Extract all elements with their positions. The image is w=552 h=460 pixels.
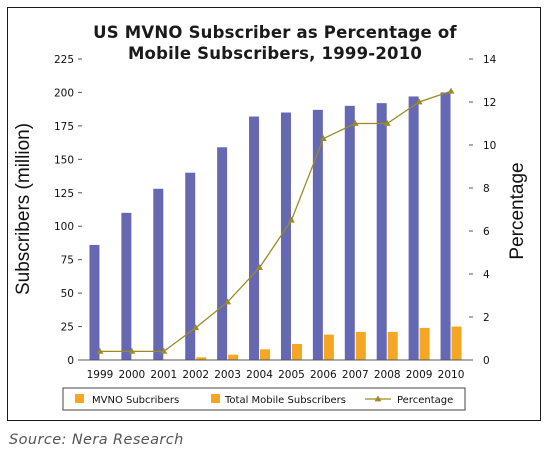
y2-tick-label: 14 — [483, 54, 497, 66]
legend-box — [62, 387, 466, 411]
percentage-point-2010 — [447, 87, 455, 94]
y2-axis-title: Percentage — [507, 162, 528, 259]
percentage-point-2004 — [256, 263, 263, 270]
x-tick-label-2005: 2005 — [278, 369, 305, 381]
bar-total-2006 — [312, 109, 323, 360]
chart-title-line-2: Mobile Subscribers, 1999-2010 — [127, 44, 423, 63]
x-tick-label-1999: 1999 — [87, 369, 114, 381]
y2-tick-label: 8 — [483, 183, 490, 195]
y2-tick-label: 10 — [483, 140, 496, 152]
bar-total-2004 — [249, 116, 260, 360]
percentage-point-2007 — [351, 119, 359, 126]
bar-mvno-2006 — [323, 334, 334, 360]
x-tick-label-2010: 2010 — [438, 369, 465, 381]
x-tick-label-2007: 2007 — [342, 369, 369, 381]
x-tick-label-2004: 2004 — [246, 369, 273, 381]
y2-tick-label: 6 — [483, 226, 490, 238]
bar-total-2010 — [440, 92, 451, 360]
percentage-point-2003 — [224, 298, 232, 305]
percentage-point-2006 — [319, 134, 327, 141]
y2-tick-label: 12 — [483, 97, 496, 109]
y-tick-label: 200 — [54, 87, 74, 99]
bar-mvno-2009 — [419, 327, 430, 360]
y-tick-label: 150 — [54, 154, 74, 166]
y2-tick-label: 4 — [483, 269, 490, 281]
bar-mvno-2008 — [387, 331, 398, 360]
x-tick-label-2000: 2000 — [119, 369, 146, 381]
percentage-point-2001 — [160, 347, 168, 354]
legend-label-percentage: Percentage — [397, 395, 453, 406]
legend-label-mvno: MVNO Subcribers — [92, 395, 179, 406]
bar-total-2008 — [376, 103, 387, 360]
y-tick-label: 100 — [54, 221, 74, 233]
x-tick-label-2001: 2001 — [150, 369, 177, 381]
chart-title-line-1: US MVNO Subscriber as Percentage of — [93, 23, 457, 42]
legend-marker-percentage — [374, 395, 382, 402]
y-tick-label: 225 — [54, 54, 74, 66]
bar-mvno-2007 — [355, 331, 366, 360]
chart-title: US MVNO Subscriber as Percentage of Mobi… — [8, 22, 542, 64]
bar-mvno-2002 — [196, 357, 207, 360]
percentage-point-2005 — [288, 216, 295, 223]
legend-swatch-total — [211, 394, 220, 403]
percentage-point-2009 — [415, 98, 423, 105]
percentage-series-line — [99, 90, 452, 353]
percentage-point-1999 — [96, 347, 104, 354]
legend-swatch-mvno — [75, 394, 84, 403]
percentage-line — [96, 87, 455, 354]
y-tick-label: 125 — [54, 188, 74, 200]
source-note: Source: Nera Research — [9, 432, 184, 448]
bar-mvno-2004 — [260, 349, 271, 360]
bar-total-2001 — [153, 188, 164, 360]
y-axis-title: Subscribers (million) — [13, 123, 34, 295]
y-tick-label: 175 — [54, 121, 74, 133]
y2-tick-label: 2 — [483, 312, 490, 324]
bar-total-2007 — [344, 105, 355, 360]
bar-total-1999 — [89, 244, 100, 360]
y-tick-label: 75 — [61, 255, 74, 267]
bar-total-2000 — [121, 212, 132, 360]
percentage-point-2002 — [192, 324, 200, 331]
percentage-point-2000 — [128, 347, 136, 354]
bar-total-2002 — [185, 172, 196, 360]
bar-mvno-2005 — [291, 343, 302, 360]
y-tick-label: 0 — [67, 355, 74, 367]
y-tick-label: 25 — [61, 322, 74, 334]
bar-total-2005 — [280, 112, 291, 360]
x-tick-label-2002: 2002 — [182, 369, 209, 381]
bar-mvno-2010 — [451, 326, 462, 360]
y-tick-label: 50 — [61, 288, 74, 300]
left-axis-ticks: 0 25 50 75 100 125 150 175 200 225 — [54, 54, 82, 367]
bar-total-2003 — [217, 147, 228, 360]
percentage-point-2008 — [383, 119, 391, 126]
x-tick-label-2008: 2008 — [374, 369, 401, 381]
bar-total-2009 — [408, 96, 419, 361]
x-tick-label-2003: 2003 — [214, 369, 241, 381]
right-axis-ticks: 0 2 4 6 8 10 12 14 — [469, 54, 497, 367]
legend-label-total: Total Mobile Subscribers — [224, 395, 346, 406]
legend: MVNO Subcribers Total Mobile Subscribers P… — [62, 387, 466, 411]
bar-mvno-2003 — [228, 354, 239, 360]
x-tick-label-2006: 2006 — [310, 369, 337, 381]
bars — [89, 92, 462, 361]
x-axis-ticks: 1999 2000 2001 2002 2003 2004 2005 2006 2007 2008… — [87, 369, 465, 381]
y2-tick-label: 0 — [483, 355, 490, 367]
x-tick-label-2009: 2009 — [406, 369, 433, 381]
